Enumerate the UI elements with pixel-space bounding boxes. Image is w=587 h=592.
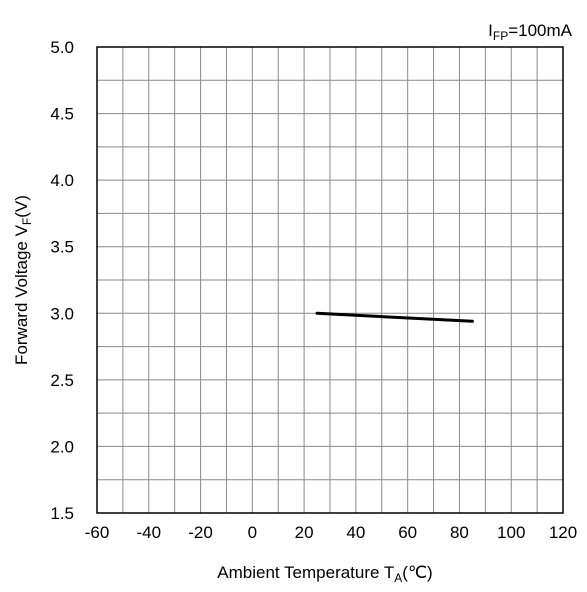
y-tick-label: 5.0 xyxy=(50,38,74,57)
x-tick-label: -40 xyxy=(136,523,161,542)
x-tick-label: -60 xyxy=(85,523,110,542)
x-tick-label: -20 xyxy=(188,523,213,542)
y-tick-label: 4.0 xyxy=(50,171,74,190)
x-tick-label: 40 xyxy=(346,523,365,542)
x-tick-label: 20 xyxy=(295,523,314,542)
y-tick-label: 2.0 xyxy=(50,437,74,456)
x-tick-label: 120 xyxy=(549,523,577,542)
x-tick-label: 60 xyxy=(398,523,417,542)
grid xyxy=(97,47,563,513)
x-axis-title: Ambient Temperature TA(℃) xyxy=(217,563,432,585)
y-tick-label: 3.5 xyxy=(50,238,74,257)
plot-frame xyxy=(96,46,564,514)
series-layer xyxy=(315,311,474,323)
y-tick-label: 2.5 xyxy=(50,371,74,390)
y-tick-label: 1.5 xyxy=(50,504,74,523)
x-tick-label: 100 xyxy=(497,523,525,542)
series-line-1 xyxy=(315,311,474,323)
tick-labels: -60 -40 -20 0 20 40 60 80 100 120 1.5 2.0 2.5 3.0 3.5 4… xyxy=(50,38,577,542)
y-tick-label: 3.0 xyxy=(50,304,74,323)
y-tick-label: 4.5 xyxy=(50,105,74,124)
x-tick-label: 0 xyxy=(248,523,257,542)
current-annotation: IFP=100mA xyxy=(488,21,573,43)
x-tick-label: 80 xyxy=(450,523,469,542)
y-axis-title: Forward Voltage VF(V) xyxy=(12,195,34,365)
